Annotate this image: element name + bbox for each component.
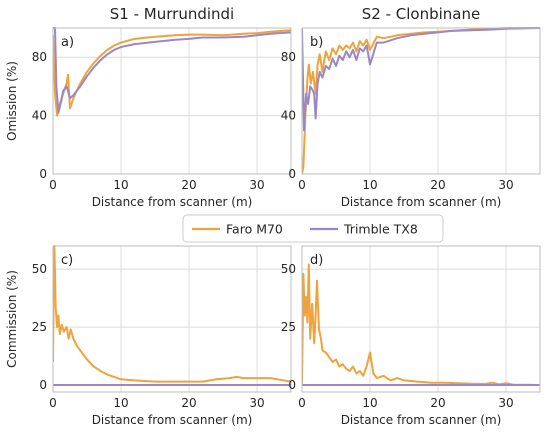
plot-frame [52, 245, 292, 393]
plot-area [53, 28, 291, 174]
y-tick-label: 0 [39, 378, 47, 392]
legend: Faro M70 Trimble TX8 [182, 214, 444, 243]
plot-area [53, 246, 291, 392]
panel-2: 0 10 20 30 0 25 50 Distance from scanner (m) Com… [5, 245, 292, 427]
x-tick-label: 0 [49, 178, 57, 192]
x-axis-label: Distance from scanner (m) [341, 413, 502, 427]
x-tick-label: 20 [181, 396, 196, 410]
x-tick-label: 30 [498, 178, 513, 192]
panel-tag: b) [310, 35, 323, 50]
y-tick-label: 25 [281, 320, 296, 334]
x-tick-label: 30 [249, 396, 264, 410]
y-axis-label: Commission (%) [5, 270, 19, 368]
x-tick-label: 20 [430, 396, 445, 410]
panel-title: S2 - Clonbinane [362, 5, 480, 23]
y-tick-label: 0 [288, 167, 296, 181]
panel-tag: d) [310, 253, 323, 268]
panel-1: 0 10 20 30 0 40 80 Distance from scanner (m) S2 … [281, 5, 541, 209]
plot-area [302, 28, 540, 174]
x-axis-label: Distance from scanner (m) [341, 195, 502, 209]
panel-3: 0 10 20 30 0 25 50 Distance from scanner (m) d) [281, 245, 541, 427]
x-tick-label: 20 [181, 178, 196, 192]
x-tick-label: 10 [362, 178, 377, 192]
panel-title: S1 - Murrundindi [110, 5, 234, 23]
legend-label-faro: Faro M70 [226, 222, 283, 237]
series-line-faro [302, 27, 540, 175]
plot-frame [52, 27, 292, 175]
x-tick-label: 0 [298, 178, 306, 192]
series-line-trimble [53, 27, 291, 114]
series-line-faro [302, 263, 540, 386]
y-tick-label: 50 [32, 262, 47, 276]
x-tick-label: 10 [362, 396, 377, 410]
legend-label-trimble: Trimble TX8 [343, 222, 418, 237]
x-tick-label: 20 [430, 178, 445, 192]
y-tick-label: 40 [281, 109, 296, 123]
x-tick-label: 10 [113, 178, 128, 192]
y-tick-label: 80 [32, 50, 47, 64]
x-axis-label: Distance from scanner (m) [92, 195, 253, 209]
x-tick-label: 10 [113, 396, 128, 410]
series-line-faro [53, 245, 291, 383]
panel-tag: a) [61, 35, 74, 50]
y-tick-label: 80 [281, 50, 296, 64]
x-tick-label: 30 [249, 178, 264, 192]
y-tick-label: 0 [288, 378, 296, 392]
x-tick-label: 0 [49, 396, 57, 410]
panel-tag: c) [61, 253, 73, 268]
series-line-trimble [302, 27, 540, 132]
y-tick-label: 50 [281, 262, 296, 276]
y-tick-label: 25 [32, 320, 47, 334]
x-tick-label: 0 [298, 396, 306, 410]
plot-frame [301, 245, 541, 393]
y-tick-label: 0 [39, 167, 47, 181]
y-axis-label: Omission (%) [5, 61, 19, 141]
panel-0: 0 10 20 30 0 40 80 Distance from scanner (m) Omi… [5, 5, 292, 209]
plot-frame [301, 27, 541, 175]
x-axis-label: Distance from scanner (m) [92, 413, 253, 427]
y-tick-label: 40 [32, 109, 47, 123]
x-tick-label: 30 [498, 396, 513, 410]
plot-area [302, 246, 540, 392]
